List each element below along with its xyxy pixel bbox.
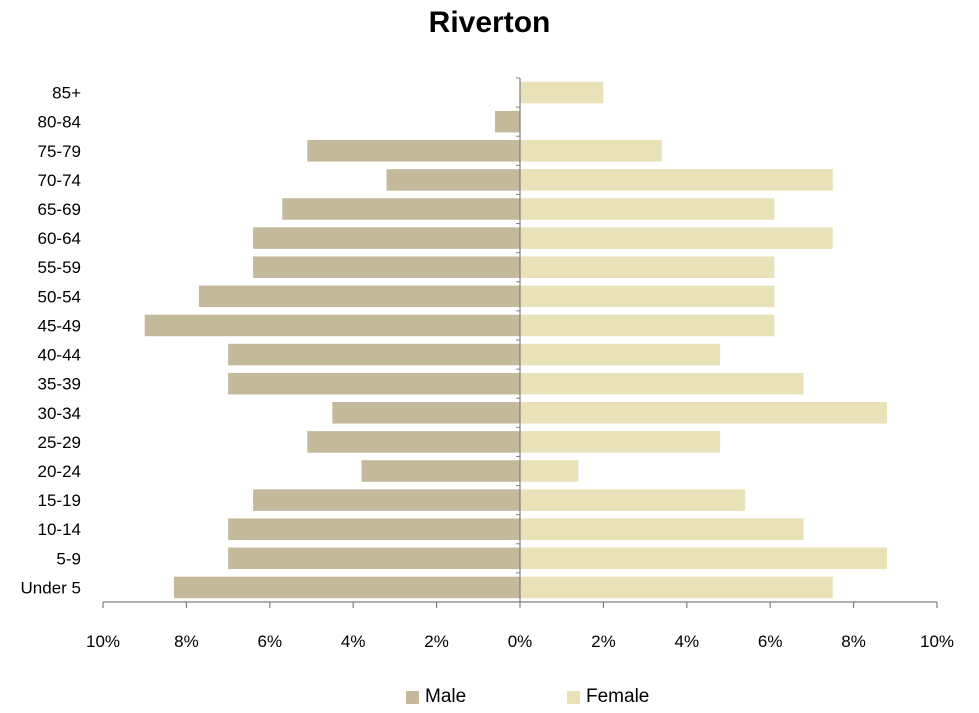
x-tick-label: 2% <box>591 632 616 651</box>
bar-male <box>253 256 520 278</box>
legend-swatch-male <box>406 690 419 704</box>
bar-female <box>520 81 604 104</box>
bar-female <box>520 402 887 424</box>
bar-male <box>253 227 520 249</box>
bar-male <box>332 402 520 424</box>
bar-female <box>520 227 833 249</box>
bar-male <box>173 576 520 599</box>
y-tick-label: 70-74 <box>38 171 81 190</box>
y-tick-label: 5-9 <box>56 549 81 568</box>
y-tick-label: 30-34 <box>38 404 81 423</box>
x-tick-label: 2% <box>424 632 449 651</box>
bar-female <box>520 518 804 540</box>
bar-male <box>494 110 520 133</box>
x-tick-label: 6% <box>258 632 283 651</box>
bar-female <box>520 431 721 453</box>
y-tick-label: 60-64 <box>38 229 81 248</box>
bar-female <box>520 460 579 482</box>
bar-female <box>520 198 775 220</box>
bar-female <box>520 343 721 366</box>
bar-male <box>228 343 520 366</box>
x-tick-label: 10% <box>920 632 954 651</box>
bar-male <box>361 460 520 482</box>
y-tick-label: 75-79 <box>38 142 81 161</box>
bar-female <box>520 285 775 308</box>
y-tick-label: 45-49 <box>38 316 81 335</box>
x-tick-label: 4% <box>341 632 366 651</box>
legend-swatch-female <box>567 690 580 704</box>
bar-male <box>307 140 520 162</box>
x-tick-label: 10% <box>86 632 120 651</box>
bar-female <box>520 169 833 191</box>
x-tick-label: 4% <box>675 632 700 651</box>
x-tick-label: 8% <box>841 632 866 651</box>
legend-label-female: Female <box>586 686 650 707</box>
bar-male <box>282 198 520 220</box>
bar-female <box>520 372 804 395</box>
bar-male <box>198 285 520 308</box>
y-tick-label: 50-54 <box>38 287 81 306</box>
y-tick-label: 20-24 <box>38 462 81 481</box>
x-tick-label: 8% <box>174 632 199 651</box>
x-tick-label: 0% <box>508 632 533 651</box>
y-tick-label: 65-69 <box>38 200 81 219</box>
bar-female <box>520 140 662 162</box>
bar-female <box>520 256 775 278</box>
y-tick-label: 40-44 <box>38 346 81 365</box>
bar-female <box>520 314 775 337</box>
bar-female <box>520 547 887 570</box>
bar-female <box>520 576 833 599</box>
bar-male <box>253 489 520 511</box>
y-tick-label: 10-14 <box>38 520 81 539</box>
bar-male <box>144 314 520 337</box>
legend-item-male: Male <box>406 686 466 708</box>
legend-item-female: Female <box>567 686 649 708</box>
bar-male <box>386 169 520 191</box>
y-tick-label: 25-29 <box>38 433 81 452</box>
y-tick-label: 85+ <box>52 84 81 103</box>
x-tick-label: 6% <box>758 632 783 651</box>
bar-male <box>307 431 520 453</box>
y-tick-label: 55-59 <box>38 258 81 277</box>
y-tick-label: 35-39 <box>38 375 81 394</box>
legend: Male Female <box>0 686 979 712</box>
bar-male <box>228 372 520 395</box>
y-tick-label: Under 5 <box>21 578 81 597</box>
bar-male <box>228 547 520 570</box>
legend-label-male: Male <box>425 686 467 707</box>
bar-female <box>520 489 746 511</box>
y-tick-label: 15-19 <box>38 491 81 510</box>
bar-male <box>228 518 520 540</box>
y-tick-label: 80-84 <box>38 113 81 132</box>
chart-title: Riverton <box>428 6 551 39</box>
